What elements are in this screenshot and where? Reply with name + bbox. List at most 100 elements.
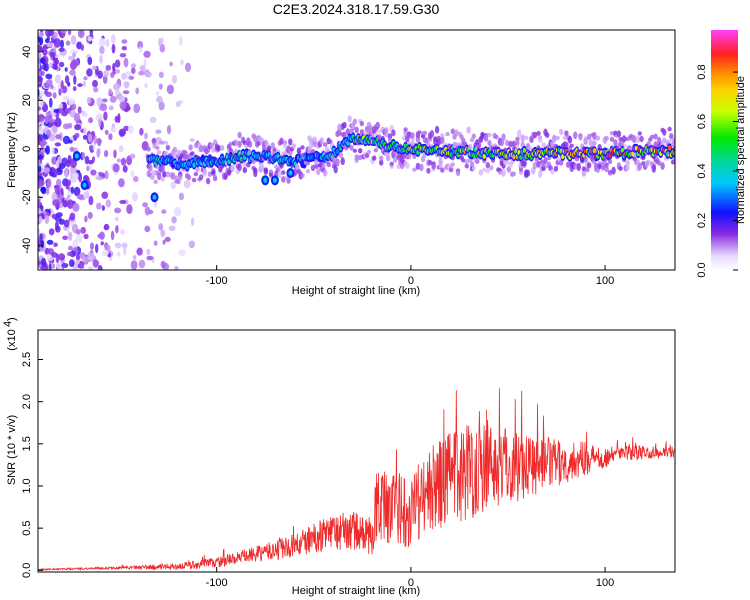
spectrogram-cell — [553, 165, 559, 172]
spectrogram-cell — [164, 140, 169, 145]
spectrogram-cell — [538, 138, 543, 143]
spectrogram-cell — [485, 161, 490, 169]
spectrogram-cell — [281, 170, 286, 175]
spectrogram-cell — [310, 149, 316, 154]
spectrogram-cell — [92, 79, 98, 88]
spectrogram-cell — [76, 41, 82, 50]
spectrogram-cell — [54, 53, 61, 58]
spectrogram-cell — [93, 87, 99, 93]
spectrogram-cell — [133, 176, 139, 183]
spectrogram-cell — [148, 164, 153, 172]
spectrogram-cell — [403, 127, 408, 132]
spectrogram-cell — [135, 87, 140, 95]
spectrogram-cell — [216, 145, 221, 152]
spectrogram-cell — [87, 265, 94, 270]
spectrogram-cell — [158, 101, 165, 111]
spectrogram-y-label: Frequency (Hz) — [6, 112, 18, 188]
spectrogram-cell — [211, 170, 216, 176]
snr-y-multiplier: (x10 4 ) — [2, 317, 18, 350]
spectrogram-cell — [69, 69, 76, 76]
spectrogram-cell — [156, 90, 160, 96]
spectrogram-cell — [114, 69, 121, 74]
spectrogram-cell — [487, 140, 492, 146]
spectrogram-cell — [219, 145, 225, 151]
spectrogram-cell — [319, 137, 324, 145]
spectrogram-cell — [185, 62, 191, 72]
spectrogram-cell — [379, 159, 384, 166]
y-tick-label: 2.0 — [21, 394, 33, 409]
spectrogram-cell — [62, 102, 66, 113]
spectrogram-cell — [70, 49, 78, 55]
spectrogram-cell — [103, 111, 108, 121]
spectrogram-cell — [153, 240, 158, 246]
spectrogram-cell — [61, 111, 68, 117]
spectrogram-cell — [260, 163, 265, 172]
spectrogram-cell — [178, 174, 183, 181]
spectrogram-cell — [566, 161, 571, 168]
spectrogram-cell — [62, 95, 70, 101]
spectrogram-cell — [321, 163, 326, 169]
spectrogram-cell — [70, 59, 78, 69]
spectrogram-cell — [39, 97, 44, 108]
spectrogram-cell — [578, 133, 583, 141]
snr-line — [38, 388, 675, 572]
spectrogram-cell — [61, 263, 69, 268]
spectrogram-cell — [282, 143, 288, 149]
spectrogram-cell — [104, 244, 111, 252]
spectrogram-cell — [538, 170, 543, 179]
spectrogram-cell — [39, 233, 43, 243]
spectrogram-cell — [46, 239, 54, 245]
spectrogram-cell — [42, 57, 46, 64]
spectrogram-cell — [616, 130, 622, 138]
spectrogram-cell — [613, 139, 618, 147]
spectrogram-cell — [632, 151, 637, 158]
spectrogram-cell — [83, 76, 88, 81]
spectrogram-cell — [183, 180, 191, 189]
spectrogram-cell — [38, 208, 42, 215]
spectrogram-cell — [151, 169, 157, 177]
spectrogram-cell — [69, 212, 76, 221]
spectrogram-cell — [74, 132, 80, 139]
spectrogram-cell — [247, 140, 253, 148]
spectrogram-cell — [585, 167, 590, 173]
spectrogram-cell — [146, 146, 151, 152]
spectrogram-cell — [58, 253, 66, 261]
spectrogram-cell — [653, 133, 658, 140]
spectrogram-cell — [482, 153, 487, 159]
spectrogram-cell — [592, 148, 597, 154]
spectrogram-cell — [130, 260, 138, 270]
colorbar-tick-label: 0.2 — [696, 213, 708, 228]
spectrogram-cell — [559, 159, 564, 166]
spectrogram-cell — [436, 135, 441, 142]
spectrogram-cell — [632, 135, 637, 144]
spectrogram-cell — [136, 247, 143, 256]
spectrogram-cell — [569, 143, 574, 148]
spectrogram-cell — [604, 165, 609, 173]
spectrogram-cell — [288, 138, 293, 146]
x-tick-label: 0 — [408, 275, 414, 287]
spectrogram-cell — [545, 132, 550, 138]
spectrogram-cell — [108, 88, 113, 96]
spectrogram-cell — [41, 263, 49, 270]
spectrogram-cell — [38, 198, 41, 207]
spectrogram-cell — [387, 137, 393, 143]
spectrogram-ticks: -100 0 100 -40 -20 0 20 40 — [21, 46, 614, 287]
spectrogram-cell — [233, 148, 239, 154]
spectrogram-cell — [426, 142, 431, 147]
spectrogram-cell — [268, 169, 274, 174]
spectrogram-cell — [160, 176, 165, 182]
spectrogram-cell — [607, 159, 613, 165]
spectrogram-cell — [426, 167, 431, 174]
spectrogram-cell — [70, 186, 75, 194]
spectrogram-cell — [46, 129, 52, 138]
spectrogram-cell — [180, 59, 184, 66]
spectrogram-cell — [119, 53, 127, 58]
spectrogram-cell — [450, 128, 455, 135]
spectrogram-cell — [600, 160, 606, 166]
spectrogram-cell — [103, 223, 110, 231]
spectrogram-cell — [49, 51, 56, 58]
spectrogram-cell — [45, 186, 50, 195]
spectrogram-cell — [573, 131, 578, 140]
spectrogram-cell — [98, 118, 102, 127]
spectrogram-cell — [165, 171, 171, 178]
